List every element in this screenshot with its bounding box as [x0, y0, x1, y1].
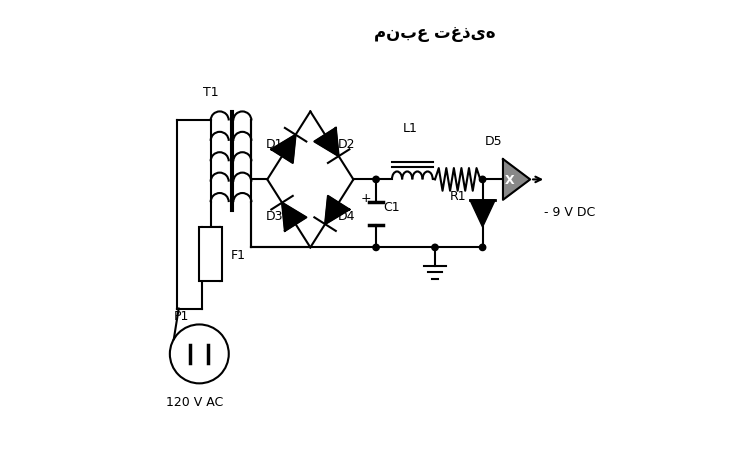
Circle shape [479, 245, 486, 251]
Polygon shape [503, 160, 530, 200]
Text: منبع تغذیه: منبع تغذیه [374, 24, 495, 42]
FancyBboxPatch shape [200, 228, 222, 282]
Text: D4: D4 [338, 210, 355, 222]
Polygon shape [272, 136, 296, 163]
Text: R1: R1 [449, 189, 466, 202]
Polygon shape [282, 203, 306, 232]
Text: P1: P1 [173, 309, 189, 322]
Polygon shape [314, 129, 338, 157]
Polygon shape [325, 197, 349, 225]
Text: L1: L1 [403, 121, 418, 135]
Text: X: X [505, 173, 515, 187]
Circle shape [432, 245, 438, 251]
Text: D1: D1 [265, 137, 283, 150]
Text: +: + [361, 192, 371, 205]
Text: D3: D3 [265, 210, 283, 222]
Text: F1: F1 [231, 248, 246, 261]
Text: T1: T1 [203, 86, 219, 98]
Circle shape [373, 245, 379, 251]
Circle shape [479, 177, 486, 183]
Text: C1: C1 [384, 201, 400, 214]
Polygon shape [470, 200, 495, 228]
Text: 120 V AC: 120 V AC [166, 395, 223, 408]
Text: D2: D2 [338, 137, 355, 150]
Text: - 9 V DC: - 9 V DC [544, 205, 595, 218]
Text: D5: D5 [485, 135, 503, 148]
Circle shape [373, 177, 379, 183]
